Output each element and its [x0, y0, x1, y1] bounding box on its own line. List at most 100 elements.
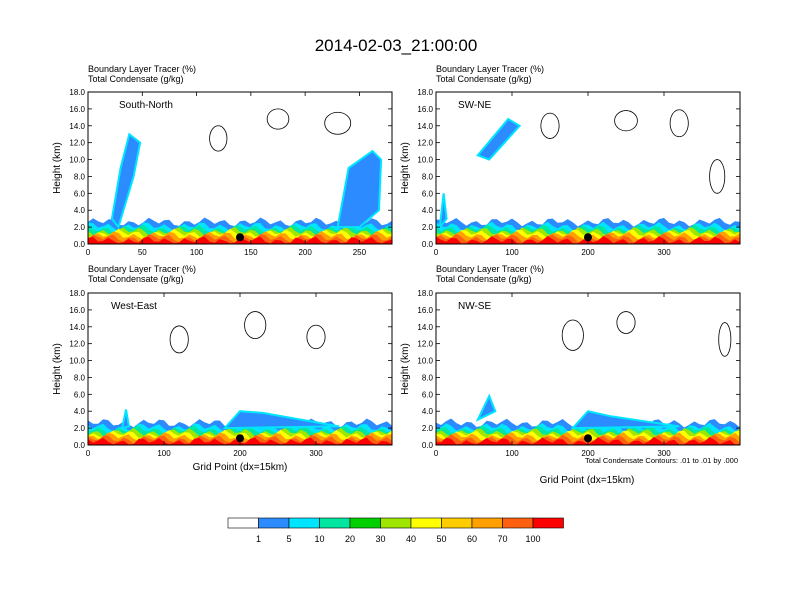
y-tick-label: 18.0	[69, 289, 85, 298]
legend-label: 40	[406, 534, 416, 544]
y-tick-label: 18.0	[69, 88, 85, 97]
location-marker	[236, 233, 244, 242]
condensate-contour	[709, 159, 726, 194]
x-tick-label: 250	[353, 248, 367, 257]
legend-swatch	[319, 517, 351, 529]
x-axis-label: Grid Point (dx=15km)	[193, 462, 288, 473]
legend-swatch	[410, 517, 442, 529]
chart-title: 2014-02-03_21:00:00	[315, 36, 478, 55]
condensate-contour	[266, 108, 290, 130]
y-tick-label: 10.0	[417, 357, 433, 366]
x-tick-label: 50	[138, 248, 147, 257]
tracer-plume	[570, 410, 680, 430]
x-tick-label: 200	[233, 449, 247, 458]
x-axis-label: Grid Point (dx=15km)	[540, 475, 635, 486]
y-tick-label: 6.0	[74, 390, 86, 399]
legend-swatch	[258, 517, 290, 529]
x-tick-label: 300	[309, 449, 323, 458]
location-marker	[584, 233, 592, 242]
y-tick-label: 14.0	[417, 122, 433, 131]
legend-label: 5	[286, 534, 291, 544]
x-tick-label: 0	[434, 449, 439, 458]
y-tick-label: 14.0	[69, 122, 85, 131]
y-tick-label: 4.0	[74, 206, 86, 215]
tracer-plume	[336, 149, 383, 229]
panel-label: West-East	[111, 301, 157, 312]
y-tick-label: 4.0	[422, 407, 434, 416]
panel-header-condensate: Total Condensate (g/kg)	[436, 274, 532, 284]
legend-label: 1	[256, 534, 261, 544]
legend-swatch	[502, 517, 534, 529]
panel-label: NW-SE	[458, 301, 491, 312]
x-tick-label: 100	[157, 449, 171, 458]
y-tick-label: 0.0	[422, 441, 434, 450]
panel-header-tracer: Boundary Layer Tracer (%)	[436, 64, 544, 74]
legend-label: 50	[436, 534, 446, 544]
tracer-plume	[222, 410, 339, 430]
panel-south-north: Boundary Layer Tracer (%) Total Condensa…	[52, 64, 393, 257]
panel-label: South-North	[119, 100, 173, 111]
legend-swatch	[349, 517, 381, 529]
x-tick-label: 150	[244, 248, 258, 257]
y-tick-label: 0.0	[74, 240, 86, 249]
y-tick-label: 12.0	[417, 139, 433, 148]
color-legend: 1 5 10 20 30 40 50 60 70 100	[227, 517, 564, 544]
y-axis-label: Height (km)	[52, 343, 63, 395]
y-tick-label: 10.0	[417, 156, 433, 165]
panel-header-condensate: Total Condensate (g/kg)	[436, 74, 532, 84]
legend-swatch	[288, 517, 320, 529]
y-tick-label: 8.0	[74, 373, 86, 382]
x-tick-label: 0	[86, 248, 91, 257]
y-tick-label: 14.0	[69, 323, 85, 332]
legend-label: 10	[314, 534, 324, 544]
location-marker	[236, 434, 244, 443]
y-tick-label: 2.0	[74, 424, 86, 433]
y-tick-label: 12.0	[417, 340, 433, 349]
x-tick-label: 300	[657, 248, 671, 257]
condensate-contour	[324, 111, 352, 135]
y-tick-label: 2.0	[74, 223, 86, 232]
y-tick-label: 6.0	[422, 390, 434, 399]
x-tick-label: 100	[190, 248, 204, 257]
plot-frame	[87, 91, 393, 245]
x-tick-label: 0	[86, 449, 91, 458]
panel-west-east: Boundary Layer Tracer (%) Total Condensa…	[52, 264, 393, 473]
y-tick-label: 8.0	[422, 373, 434, 382]
y-axis-label: Height (km)	[52, 142, 63, 194]
y-tick-label: 2.0	[422, 223, 434, 232]
y-tick-label: 16.0	[417, 306, 433, 315]
condensate-contour	[616, 311, 636, 334]
tracer-plume	[110, 132, 142, 230]
tracer-field	[436, 311, 740, 445]
legend-label: 30	[375, 534, 385, 544]
legend-label: 60	[467, 534, 477, 544]
x-tick-label: 300	[657, 449, 671, 458]
legend-swatch	[471, 517, 503, 529]
y-tick-label: 0.0	[74, 441, 86, 450]
condensate-contour	[244, 311, 267, 340]
condensate-contour	[209, 125, 228, 152]
x-tick-label: 200	[581, 449, 595, 458]
y-tick-label: 2.0	[422, 424, 434, 433]
panel-header-tracer: Boundary Layer Tracer (%)	[88, 64, 196, 74]
y-axis-label: Height (km)	[400, 142, 411, 194]
legend-label: 100	[525, 534, 540, 544]
condensate-contour	[669, 109, 689, 138]
tracer-band	[436, 437, 740, 445]
panel-header-tracer: Boundary Layer Tracer (%)	[436, 264, 544, 274]
tracer-plume	[476, 117, 522, 161]
y-tick-label: 16.0	[69, 306, 85, 315]
x-tick-label: 200	[298, 248, 312, 257]
condensate-contour	[540, 112, 560, 139]
legend-label: 20	[345, 534, 355, 544]
location-marker	[584, 434, 592, 443]
tracer-plume	[475, 393, 497, 422]
condensate-contour	[561, 319, 584, 351]
y-tick-label: 6.0	[422, 189, 434, 198]
x-tick-label: 100	[505, 449, 519, 458]
contour-footnote: Total Condensate Contours: .01 to .01 by…	[585, 456, 738, 465]
y-tick-label: 12.0	[69, 340, 85, 349]
condensate-contour	[169, 325, 189, 354]
y-tick-label: 4.0	[74, 407, 86, 416]
legend-swatch	[532, 517, 564, 529]
